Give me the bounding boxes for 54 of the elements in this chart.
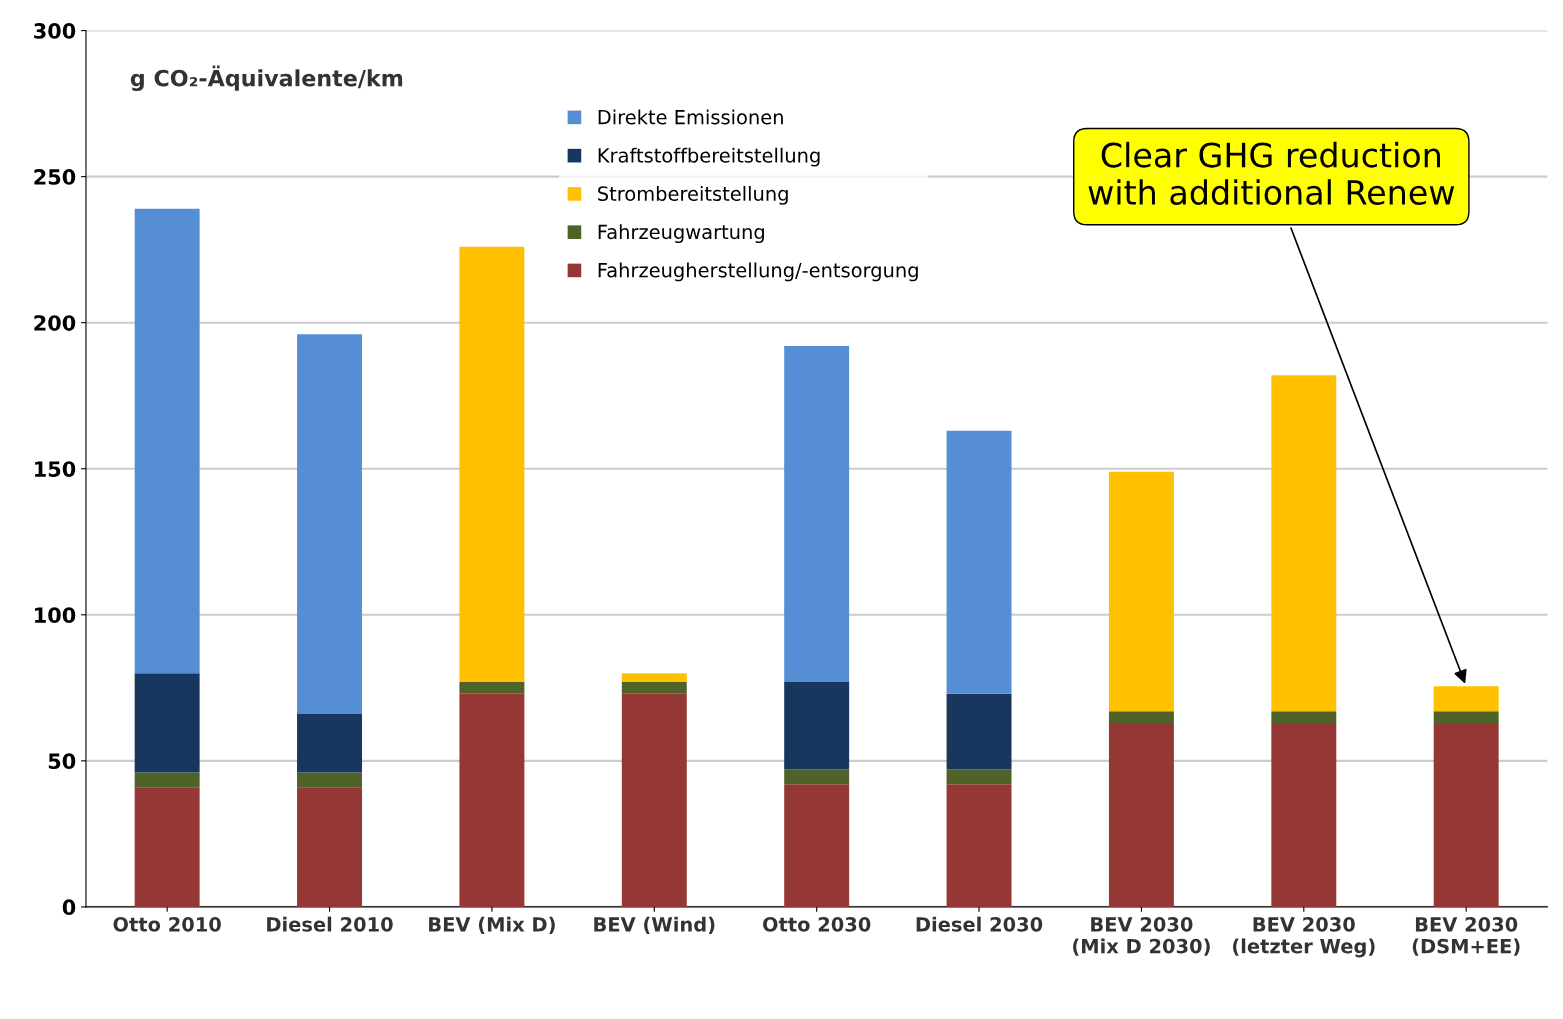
x-tick-label: BEV (Mix D) [429, 916, 555, 934]
x-tick-label: BEV 2030 (DSM+EE) [1412, 916, 1520, 956]
bar [459, 681, 525, 694]
x-tick-label: Diesel 2030 [916, 916, 1043, 932]
bar [1271, 711, 1337, 723]
bar [459, 693, 525, 907]
bar [784, 769, 850, 785]
y-axis-title: g CO₂-Äquivalente/km [130, 65, 403, 91]
legend-label: Fahrzeugwartung [598, 224, 764, 244]
bar [784, 784, 850, 907]
bar [946, 784, 1012, 907]
bar [297, 334, 363, 715]
bar [1433, 711, 1499, 723]
x-tick-label: BEV 2030 (letzter Weg) [1233, 916, 1375, 958]
y-tick-label: 100 [35, 607, 76, 624]
x-tick-label: BEV 2030 (Mix D 2030) [1073, 916, 1210, 956]
bar [134, 208, 200, 674]
y-tick-label: 250 [34, 169, 76, 185]
x-tick-label: Otto 2030 [762, 916, 871, 932]
bar [946, 430, 1012, 694]
y-tick-label: 0 [62, 899, 76, 916]
legend-label: Fahrzeugherstellung/-entsorgung [598, 262, 918, 282]
bar [784, 681, 850, 770]
y-tick-label: 150 [35, 461, 76, 477]
x-tick-label: BEV (Wind) [594, 916, 715, 934]
bar [134, 673, 200, 773]
bar [297, 714, 363, 773]
bar [1108, 471, 1174, 712]
y-tick-label: 50 [48, 753, 76, 770]
annotation: Clear GHG reduction with additional Renew [1088, 141, 1455, 205]
bar [946, 769, 1012, 785]
bar [134, 772, 200, 788]
legend-label: Kraftstoffbereitstellung [598, 147, 820, 167]
bar [621, 693, 687, 907]
bar [1108, 722, 1174, 907]
bar [1433, 722, 1499, 907]
bar [1271, 722, 1337, 907]
bar [459, 246, 525, 682]
bar [1108, 711, 1174, 723]
legend-label: Strombereitstellung [598, 185, 788, 205]
bar [134, 787, 200, 907]
legend-label: Direkte Emissionen [598, 109, 783, 125]
bar [621, 681, 687, 694]
y-tick-label: 300 [34, 23, 76, 39]
bar [297, 787, 363, 907]
bar [1433, 686, 1499, 712]
x-tick-label: Otto 2010 [113, 916, 221, 932]
x-tick-label: Diesel 2010 [267, 916, 393, 932]
bar [1271, 375, 1337, 712]
bar [621, 673, 687, 682]
bar [297, 772, 363, 788]
y-tick-label: 200 [34, 315, 76, 331]
bar [946, 693, 1012, 770]
bar [784, 346, 850, 682]
